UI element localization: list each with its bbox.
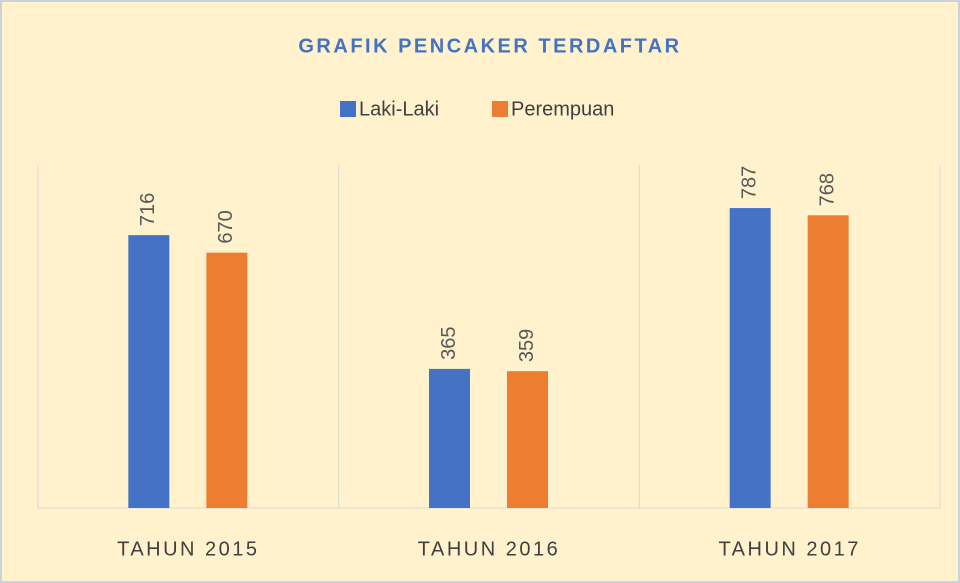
legend-swatch: [492, 101, 508, 117]
legend-label: Perempuan: [511, 98, 614, 120]
data-label: 787: [738, 166, 760, 199]
chart-title: GRAFIK PENCAKER TERDAFTAR: [298, 35, 681, 57]
x-tick-label: TAHUN 2017: [718, 538, 860, 560]
x-tick-label: TAHUN 2016: [418, 538, 560, 560]
bar: [206, 252, 248, 508]
bar: [128, 235, 170, 508]
bar: [807, 215, 849, 508]
legend-swatch: [340, 101, 356, 117]
data-label: 716: [137, 193, 159, 226]
data-label: 365: [438, 327, 460, 360]
legend-label: Laki-Laki: [359, 98, 439, 120]
bar: [507, 371, 548, 508]
bar: [429, 368, 470, 508]
bar: [729, 208, 771, 508]
data-label: 359: [516, 329, 538, 362]
data-label: 768: [816, 173, 838, 206]
x-tick-label: TAHUN 2015: [117, 538, 259, 560]
data-label: 670: [215, 210, 237, 243]
